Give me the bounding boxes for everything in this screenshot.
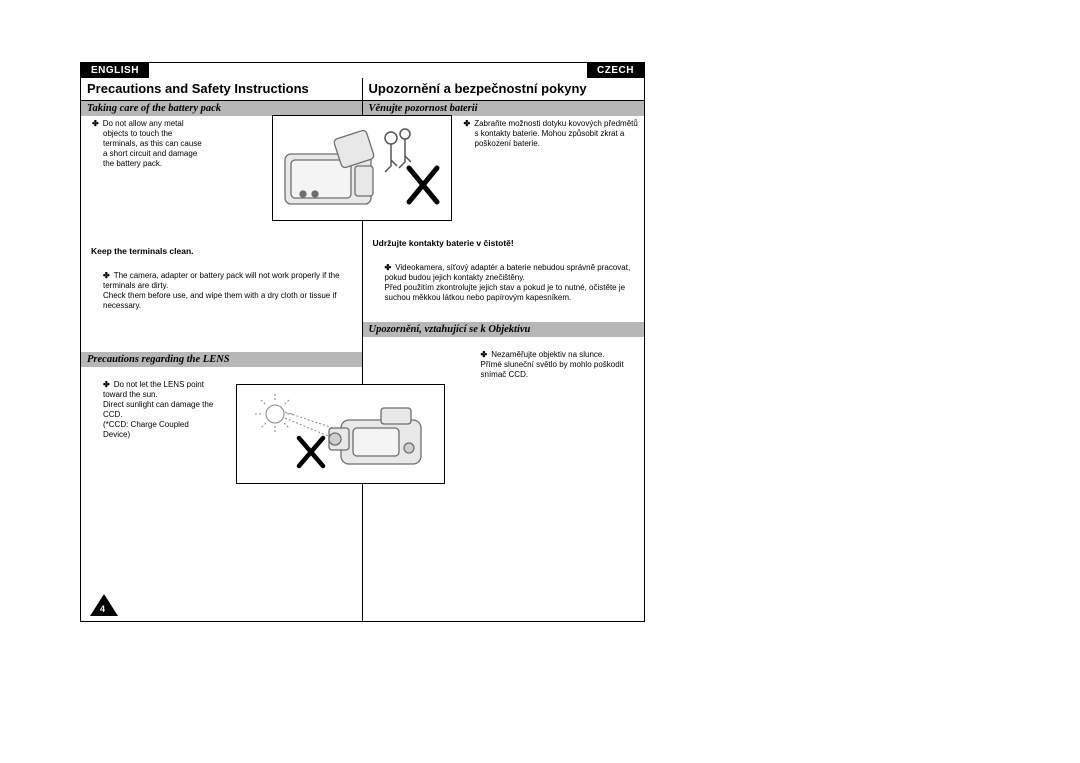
bullet-icon: ✤ (464, 119, 471, 128)
bullet-icon: ✤ (92, 119, 99, 128)
section-head-battery-en: Taking care of the battery pack (81, 101, 362, 116)
subhead-terminals-en: Keep the terminals clean. (81, 242, 362, 258)
title-english: Precautions and Safety Instructions (81, 78, 363, 100)
illustration-lens-sun (236, 384, 445, 484)
section-head-battery-cz: Věnujte pozornost baterii (363, 101, 645, 116)
main-title-row: Precautions and Safety Instructions Upoz… (81, 78, 644, 101)
manual-page: ENGLISH CZECH Precautions and Safety Ins… (80, 62, 645, 622)
bullet-icon: ✤ (385, 263, 392, 272)
battery-warning-en: ✤Do not allow any metal objects to touch… (81, 116, 211, 172)
section-head-lens-cz: Upozornění, vztahující se k Objektivu (363, 322, 645, 337)
lang-tab-czech: CZECH (587, 63, 644, 78)
language-tabs: ENGLISH CZECH (81, 63, 644, 78)
camera-battery-icon (277, 120, 447, 216)
bullet-icon: ✤ (103, 271, 110, 280)
bullet-icon: ✤ (103, 380, 110, 389)
bullet-icon: ✤ (481, 350, 488, 359)
column-english: Taking care of the battery pack ✤Do not … (81, 101, 363, 621)
lang-tab-english: ENGLISH (81, 63, 149, 78)
lens-warning-en: ✤Do not let the LENS point toward the su… (81, 367, 221, 443)
subhead-terminals-cz: Udržujte kontakty baterie v čistotě! (363, 234, 645, 250)
section-head-lens-en: Precautions regarding the LENS (81, 352, 362, 367)
terminals-text-en: ✤The camera, adapter or battery pack wil… (81, 258, 362, 314)
page-number: 4 (100, 604, 105, 614)
lens-warning-cz: ✤Nezaměřujte objektiv na slunce. Přímé s… (363, 337, 645, 383)
illustration-battery (272, 115, 452, 221)
terminals-text-cz: ✤Videokamera, síťový adaptér a baterie n… (363, 250, 645, 306)
sun-camera-icon (241, 388, 441, 480)
content-columns: Taking care of the battery pack ✤Do not … (81, 101, 644, 621)
title-czech: Upozornění a bezpečnostní pokyny (363, 78, 645, 100)
